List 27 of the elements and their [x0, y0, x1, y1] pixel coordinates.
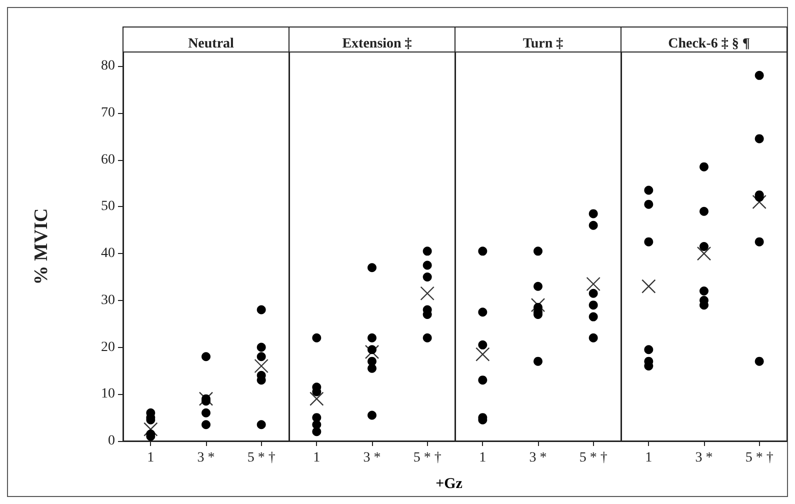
x-tick-label: 5 * † — [247, 450, 276, 466]
x-tick-label: 1 — [645, 450, 652, 466]
y-tick-label: 40 — [101, 246, 115, 262]
x-tick-label: 3 * — [695, 450, 713, 466]
y-tick-label: 70 — [101, 105, 115, 120]
x-tick-label: 1 — [479, 450, 486, 466]
chart-title: Neutral — [188, 36, 234, 52]
x-tick-label: 1 — [147, 450, 154, 466]
y-tick-label: 20 — [101, 340, 115, 355]
x-tick-label: 5 * † — [579, 450, 608, 466]
y-axis-title: % MVIC — [31, 208, 52, 285]
chart-title: Extension ‡ — [342, 36, 412, 52]
chart-title: Turn ‡ — [522, 36, 564, 52]
chart-title: Check-6 ‡ § ¶ — [668, 36, 750, 52]
x-tick-label: 5 * † — [413, 450, 442, 466]
x-axis-title: +Gz — [436, 476, 462, 493]
x-tick-label: 1 — [313, 450, 320, 466]
y-tick-label: 30 — [101, 292, 115, 308]
y-tick-label: 10 — [101, 386, 115, 402]
x-tick-label: 3 * — [197, 450, 215, 466]
y-tick-label: 80 — [101, 58, 115, 74]
y-tick-label: 60 — [101, 152, 115, 168]
y-tick-label: 50 — [101, 199, 115, 214]
x-tick-label: 3 * — [363, 450, 381, 466]
y-tick-label: 0 — [108, 434, 115, 448]
x-tick-label: 5 * † — [745, 450, 774, 466]
x-tick-label: 3 * — [529, 450, 547, 466]
